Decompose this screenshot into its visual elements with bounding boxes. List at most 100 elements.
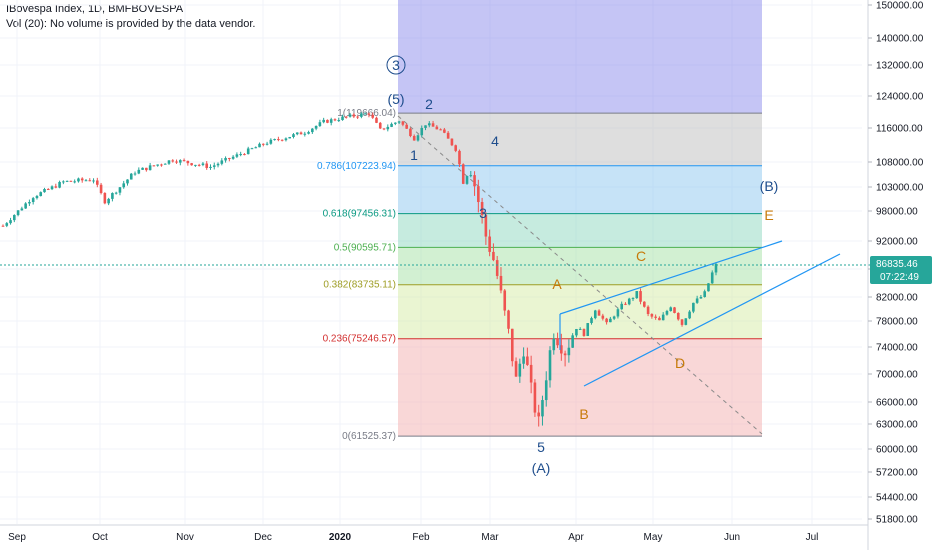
candle-116: [439, 128, 442, 131]
candle-38: [145, 167, 148, 172]
y-tick-label-16: 60000.00: [876, 445, 918, 456]
candle-50: [190, 162, 193, 166]
fib-band-5: [398, 338, 762, 437]
candle-30: [114, 191, 118, 195]
fib-band-2: [398, 213, 762, 248]
candle-185: [699, 294, 703, 299]
candle-155: [586, 322, 590, 337]
candle-82: [311, 128, 314, 134]
triangle-upper-line: [559, 240, 783, 315]
candle-91: [344, 116, 348, 119]
candle-115: [435, 125, 439, 130]
x-tick-label-10: Jul: [806, 532, 819, 543]
wave-label-11: C: [636, 248, 646, 264]
candle-126: [477, 179, 480, 213]
candle-127: [480, 197, 484, 224]
candle-153: [578, 327, 582, 330]
wave-label-6: (A): [532, 460, 551, 476]
candle-32: [122, 180, 126, 189]
candle-107: [405, 123, 408, 129]
candle-37: [141, 167, 144, 170]
candle-67: [254, 146, 258, 149]
candle-151: [571, 333, 574, 348]
candle-88: [333, 118, 337, 122]
y-tick-label-3: 124000.00: [876, 92, 924, 103]
x-tick-label-4: 2020: [329, 532, 352, 543]
candle-189: [714, 262, 718, 276]
candle-187: [707, 283, 710, 292]
candle-125: [473, 171, 476, 196]
price-axis[interactable]: 150000.00 140000.00 132000.00 124000.00 1160…: [867, 0, 924, 550]
candle-13: [50, 185, 54, 191]
candle-157: [593, 309, 597, 320]
time-axis[interactable]: Sep Oct Nov Dec 2020 Feb Mar Apr May Jun Jul: [0, 524, 868, 543]
candle-166: [627, 297, 631, 306]
candle-117: [443, 127, 446, 134]
candle-119: [450, 138, 454, 147]
wave-labels: (5) 2 1 4 3 5 (A) (B) 3 A B C D E: [386, 55, 778, 476]
candle-27: [103, 192, 107, 205]
candle-4: [16, 210, 20, 217]
candle-98: [371, 112, 375, 119]
candle-48: [182, 158, 186, 162]
fib-label-0: 1(119666.04): [337, 108, 396, 119]
wave-label-9: A: [552, 276, 562, 292]
candle-85: [322, 117, 325, 124]
x-tick-label-9: Jun: [724, 532, 740, 543]
candle-171: [646, 305, 650, 317]
y-tick-label-13: 70000.00: [876, 370, 918, 381]
candle-9: [35, 194, 39, 200]
candle-44: [167, 160, 171, 165]
candle-110: [416, 134, 420, 142]
y-tick-label-19: 51800.00: [876, 515, 918, 526]
candle-94: [356, 115, 359, 120]
wave-label-4: 3: [479, 205, 487, 221]
candle-49: [186, 160, 190, 166]
candle-10: [39, 191, 43, 197]
fib-trend-line: [397, 115, 763, 435]
candle-128: [484, 212, 488, 245]
candle-65: [246, 146, 250, 155]
candle-154: [582, 328, 586, 337]
candle-81: [307, 130, 310, 135]
candle-177: [669, 306, 673, 312]
candle-97: [367, 112, 371, 118]
fib-label-5: 0.236(75246.57): [323, 334, 396, 345]
chart-title: IBovespa Index, 1D, BMFBOVESPA: [6, 3, 184, 15]
fibonacci-retracement: 1(119666.04) 0.786(107223.94) 0.618(97456.…: [317, 0, 763, 442]
x-tick-label-2: Nov: [176, 532, 194, 543]
candle-165: [624, 302, 627, 306]
candle-14: [54, 183, 58, 189]
candle-101: [382, 128, 386, 131]
y-tick-label-12: 74000.00: [876, 343, 918, 354]
candle-61: [231, 155, 235, 160]
wave-label-1: 2: [425, 96, 433, 112]
candle-103: [390, 122, 393, 128]
candle-66: [250, 147, 254, 150]
candle-175: [661, 312, 665, 321]
candle-138: [522, 347, 525, 369]
candle-73: [277, 136, 280, 142]
price-badge-countdown: 07:22:49: [880, 272, 919, 283]
candle-71: [269, 138, 273, 145]
trend-lines: [0, 240, 872, 387]
candle-124: [469, 171, 473, 178]
x-tick-label-1: Oct: [92, 532, 108, 543]
candle-136: [514, 357, 518, 377]
candle-152: [575, 328, 578, 338]
candle-75: [284, 137, 288, 142]
candle-6: [24, 202, 27, 209]
candle-133: [503, 288, 507, 316]
x-tick-label-3: Dec: [254, 532, 272, 543]
candle-47: [179, 159, 182, 166]
candle-92: [348, 112, 352, 118]
candle-174: [658, 316, 661, 321]
candle-59: [224, 156, 227, 163]
candle-140: [529, 355, 533, 394]
candle-76: [288, 136, 292, 139]
candle-95: [360, 112, 363, 119]
candle-170: [643, 301, 646, 308]
candle-77: [292, 133, 295, 139]
y-tick-label-4: 116000.00: [876, 124, 923, 135]
